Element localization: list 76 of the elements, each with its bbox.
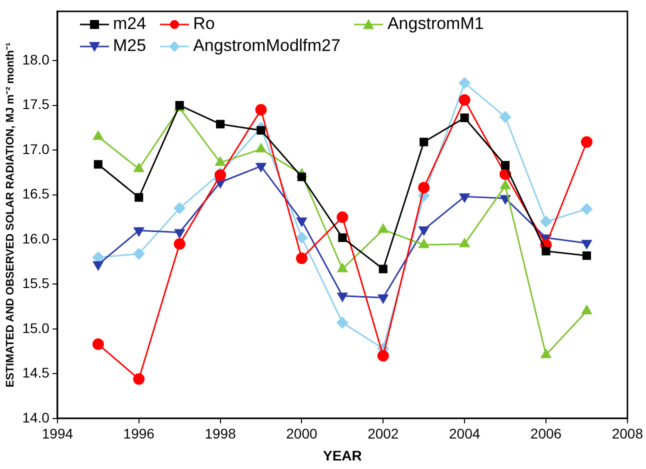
point [296, 232, 308, 244]
x-tick-label: 2008 [612, 426, 644, 442]
point [501, 160, 510, 170]
point [459, 193, 470, 202]
y-axis-title: ESTIMATED AND OBSERVED SOLAR RADIATION, MJ m⁻² month⁻¹ [4, 42, 17, 388]
point [582, 305, 592, 314]
y-tick-label: 14.0 [22, 409, 50, 426]
point [174, 238, 186, 250]
point [582, 251, 591, 260]
point [296, 252, 308, 264]
point [134, 193, 144, 202]
point [93, 261, 104, 270]
y-tick-label: 16.0 [22, 230, 50, 246]
x-tick-label: 1996 [123, 426, 155, 442]
y-tick-label: 18.0 [22, 51, 50, 68]
y-tick-label: 15.0 [22, 320, 50, 336]
x-tick-label: 2000 [286, 426, 318, 442]
point [255, 104, 267, 116]
point [378, 294, 388, 304]
point [540, 216, 552, 228]
point [418, 182, 430, 194]
point [134, 227, 144, 236]
y-tick-label: 17.5 [22, 96, 50, 112]
point [420, 138, 428, 146]
x-tick-label: 2006 [530, 426, 562, 442]
point [418, 226, 429, 236]
y-tick-label: 17.0 [22, 140, 50, 157]
x-tick-label: 2002 [368, 426, 399, 442]
point [94, 160, 102, 169]
x-tick-label: 1994 [42, 426, 74, 442]
point [256, 162, 266, 172]
point [580, 203, 592, 215]
point [174, 229, 185, 238]
point [378, 264, 388, 274]
point [133, 373, 145, 385]
point [338, 233, 347, 242]
point [500, 180, 510, 190]
point [337, 292, 348, 302]
y-tick-label: 16.5 [22, 186, 50, 202]
point [92, 338, 104, 350]
point [378, 224, 388, 233]
point [540, 349, 552, 358]
legend-label: AngstromModlfm27 [193, 36, 340, 56]
point [460, 114, 469, 122]
legend-label: AngstromM1 [387, 14, 484, 34]
x-tick-label: 2004 [449, 426, 480, 442]
y-tick-label: 14.5 [22, 364, 50, 381]
point [93, 130, 104, 140]
x-axis-title: YEAR [322, 447, 362, 464]
point [256, 126, 266, 135]
point [336, 316, 348, 328]
point [580, 136, 592, 148]
point [500, 111, 512, 123]
point [582, 240, 592, 249]
point [256, 143, 266, 152]
point [542, 246, 550, 256]
point [133, 248, 145, 260]
point [336, 211, 348, 223]
point [418, 239, 429, 248]
legend-label: M25 [113, 36, 146, 56]
point [458, 77, 470, 89]
legend-label: m24 [113, 14, 146, 34]
point [216, 120, 225, 128]
point [377, 350, 389, 362]
point [134, 163, 144, 172]
point [215, 156, 226, 166]
point [297, 172, 306, 182]
legend-label: Ro [193, 14, 215, 34]
point [459, 238, 470, 248]
point [174, 202, 186, 214]
point [500, 195, 510, 204]
point [296, 217, 307, 226]
x-tick-label: 1998 [204, 426, 236, 442]
point [337, 263, 348, 272]
y-tick-label: 15.5 [22, 275, 50, 292]
point [458, 94, 470, 106]
